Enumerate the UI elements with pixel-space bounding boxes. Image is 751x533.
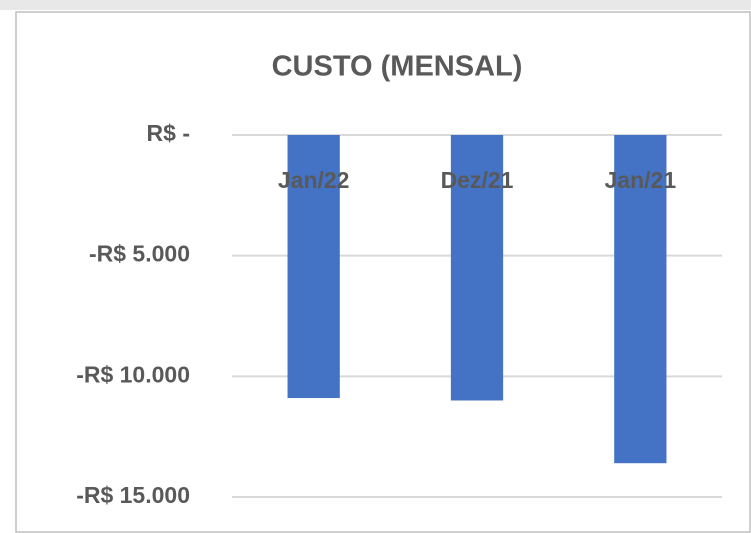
y-tick-label: -R$ 15.000 [76,482,190,508]
chart-title: CUSTO (MENSAL) [272,51,523,83]
y-tick-label: R$ - [147,120,190,146]
x-tick-label: Jan/21 [605,167,677,193]
x-tick-label: Jan/22 [278,167,350,193]
y-tick-label: -R$ 10.000 [76,361,190,387]
x-tick-label: Dez/21 [441,167,514,193]
top-strip [0,0,751,10]
bar [287,135,340,399]
bar [450,135,504,401]
y-tick-label: -R$ 5.000 [89,241,190,267]
bar [614,135,667,464]
